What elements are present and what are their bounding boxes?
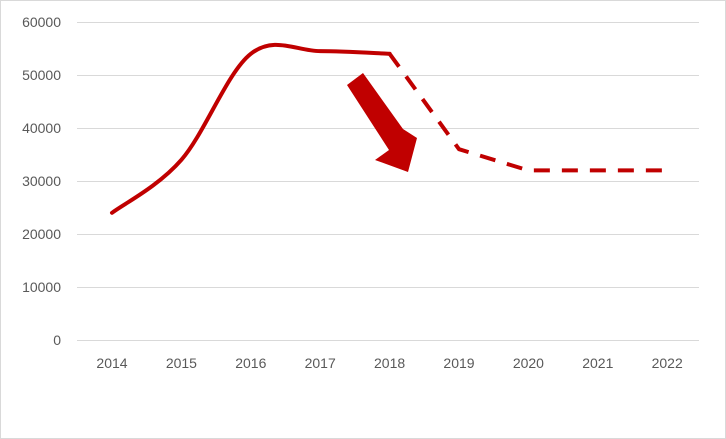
- x-axis-tick-labels: 2014 2015 2016 2017 2018 2019 2020 2021 2022: [96, 355, 683, 371]
- series-lines: [110, 42, 668, 215]
- x-tick-label: 2022: [652, 355, 683, 371]
- y-tick-label: 30000: [22, 173, 61, 189]
- y-tick-label: 40000: [22, 120, 61, 136]
- y-tick-label: 60000: [22, 14, 61, 30]
- annotations: [347, 73, 417, 172]
- series-line-dashed: [387, 52, 668, 173]
- y-tick-label: 50000: [22, 67, 61, 83]
- down-right-arrow: [347, 73, 417, 172]
- x-tick-label: 2019: [443, 355, 474, 371]
- x-tick-label: 2016: [235, 355, 266, 371]
- x-tick-label: 2018: [374, 355, 405, 371]
- x-tick-label: 2021: [582, 355, 613, 371]
- x-tick-label: 2017: [305, 355, 336, 371]
- x-tick-label: 2020: [513, 355, 544, 371]
- series-line-solid: [110, 42, 392, 215]
- gridlines: [77, 22, 699, 341]
- y-tick-label: 0: [53, 332, 61, 348]
- x-tick-label: 2015: [166, 355, 197, 371]
- x-tick-label: 2014: [96, 355, 127, 371]
- y-axis-tick-labels: 0 10000 20000 30000 40000 50000 60000: [22, 14, 61, 348]
- y-tick-label: 20000: [22, 226, 61, 242]
- y-tick-label: 10000: [22, 279, 61, 295]
